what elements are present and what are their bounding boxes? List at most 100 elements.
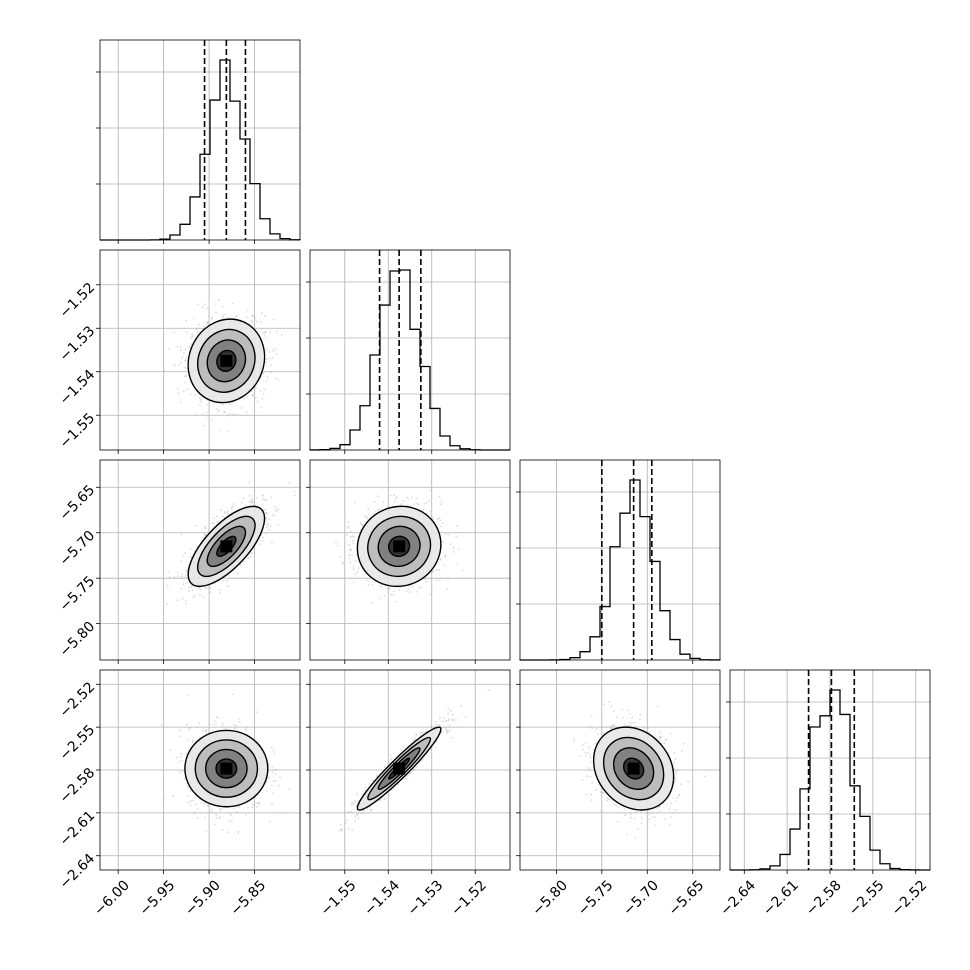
scatter-point [407,588,409,590]
scatter-point [219,807,221,810]
scatter-point [268,518,271,521]
scatter-point [185,569,187,572]
scatter-point [243,561,246,563]
scatter-point [444,533,447,536]
scatter-point [212,723,215,726]
scatter-point [221,314,224,316]
scatter-point [269,525,272,527]
scatter-point [256,497,259,499]
scatter-point [456,563,459,566]
scatter-point [179,361,182,364]
scatter-point [210,810,213,813]
scatter-point [182,770,185,772]
scatter-point [192,334,195,337]
scatter-point [435,569,438,572]
scatter-point [442,522,445,524]
scatter-point [199,404,201,407]
scatter-point [394,600,397,603]
scatter-point [250,556,252,558]
scatter-point [209,591,212,594]
scatter-point [356,571,359,573]
scatter-point [262,536,264,539]
scatter-point [179,349,182,351]
scatter-point [222,316,225,319]
scatter-point [189,548,192,550]
scatter-point [185,357,188,359]
scatter-point [203,532,206,535]
scatter-point [256,400,259,403]
scatter-point [394,500,396,503]
scatter-point [432,570,434,573]
scatter-point [233,723,236,726]
scatter-point [361,523,364,526]
contour-line [367,515,432,578]
scatter-point [270,364,273,366]
scatter-point [272,318,275,321]
scatter-point [236,811,238,813]
scatter-point [457,548,460,550]
scatter-point [206,403,209,406]
scatter-point [190,343,193,346]
scatter-point [446,588,449,591]
contour-line [204,748,248,789]
scatter-point [238,805,241,808]
scatter-point [277,524,280,526]
scatter-point [272,780,275,783]
scatter-point [452,546,455,549]
contour-line [184,729,269,808]
scatter-point [216,520,219,523]
scatter-point [264,315,266,318]
scatter-point [354,560,357,562]
contour-line [187,505,266,588]
scatter-point [341,561,344,564]
scatter-point [449,543,452,546]
scatter-point [389,754,392,757]
scatter-point [233,413,235,416]
scatter-point [269,331,272,334]
scatter-point [214,303,217,305]
scatter-point [348,543,350,546]
scatter-point [203,325,206,328]
scatter-point [237,729,239,731]
scatter-point [232,693,235,696]
scatter-point [189,393,192,396]
scatter-point [191,335,194,338]
scatter-point [222,579,225,582]
scatter-point [288,482,291,484]
scatter-point [339,823,342,826]
scatter-point [187,728,190,731]
scatter-point [183,777,186,780]
scatter-point [447,719,450,722]
scatter-point [214,720,216,722]
scatter-point [431,516,433,519]
scatter-point [274,779,277,782]
scatter-point [425,580,427,583]
scatter-point [293,490,296,493]
scatter-point [265,358,268,360]
scatter-point [344,516,347,518]
scatter-point [409,585,411,587]
panel-frame [519,459,721,661]
scatter-point [420,586,423,589]
scatter-point [432,518,434,520]
scatter-point [255,802,258,804]
scatter-point [244,728,247,731]
scatter-point [363,812,366,814]
density-peak [393,540,406,553]
scatter-point [209,812,212,814]
scatter-point [204,527,207,530]
scatter-point [208,723,211,726]
scatter-point [199,397,201,400]
scatter-point [247,556,250,559]
scatter-point [196,331,199,333]
scatter-point [383,594,386,597]
scatter-point [198,722,201,725]
scatter-point [205,587,208,589]
scatter-point [184,359,186,362]
scatter-point [186,388,189,391]
scatter-point [180,401,182,404]
scatter-point [168,348,170,350]
histogram-panel-3 [726,669,931,874]
scatter-point [230,726,233,729]
scatter-point [263,332,265,334]
